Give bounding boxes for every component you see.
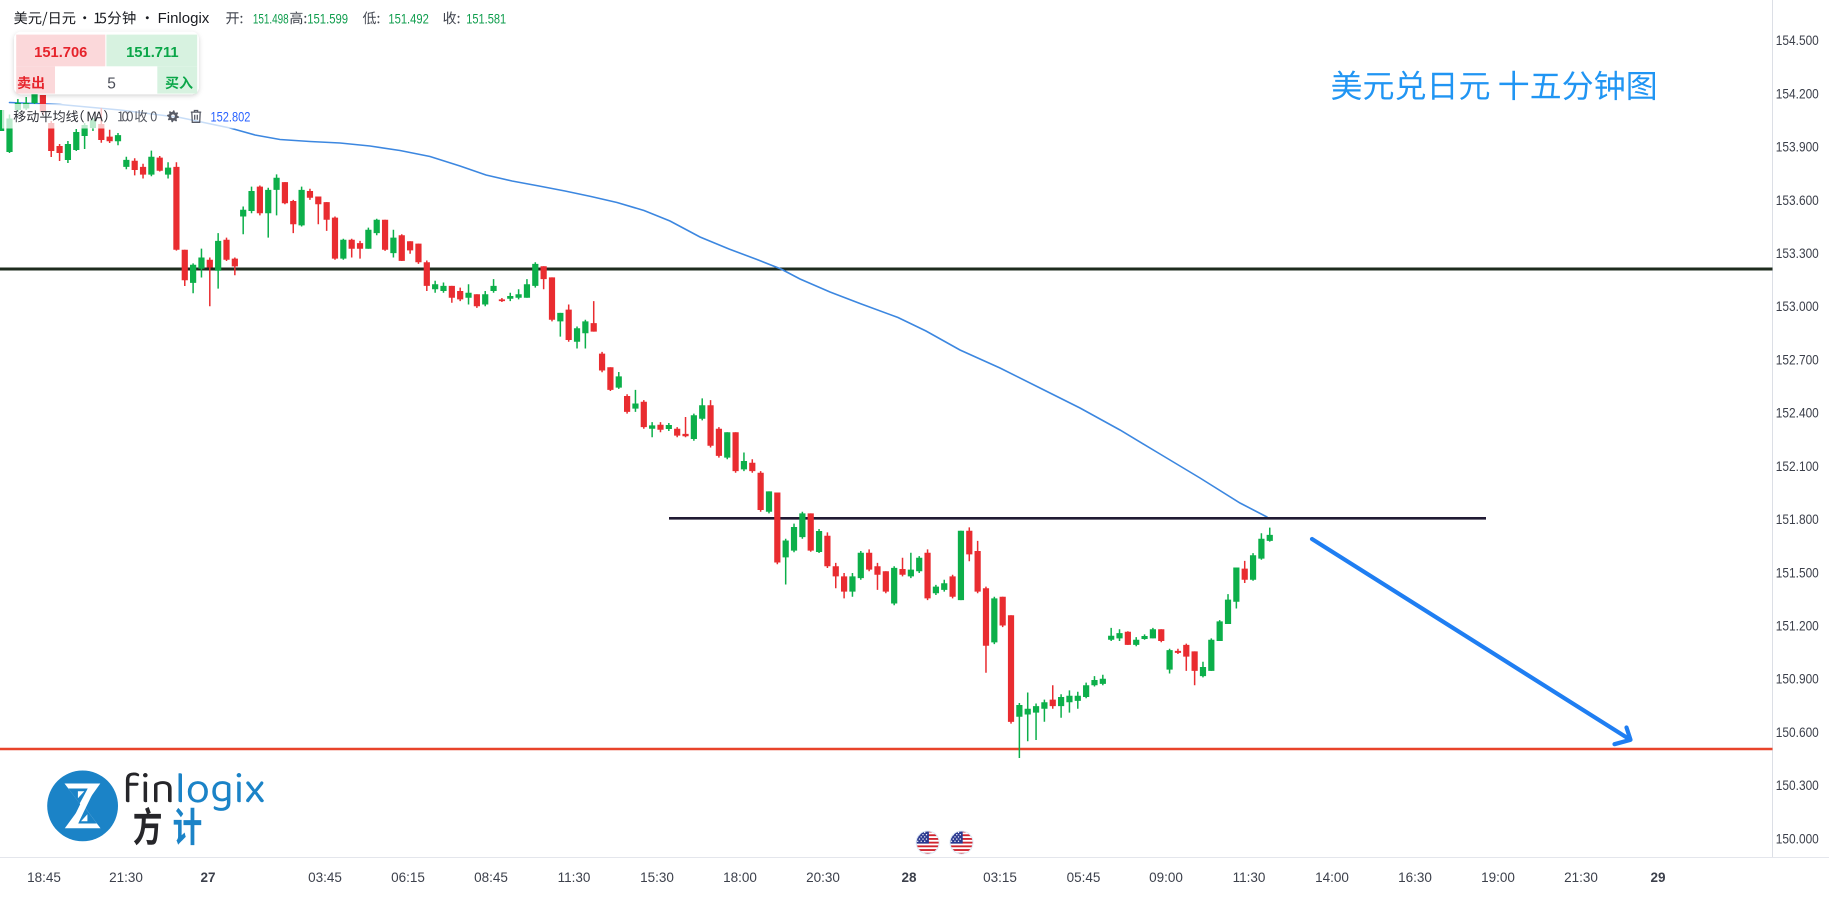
svg-text:03:15: 03:15 — [983, 870, 1017, 885]
svg-text:06:15: 06:15 — [391, 870, 425, 885]
svg-text:151.706: 151.706 — [34, 45, 87, 61]
svg-text:151.492: 151.492 — [388, 11, 428, 27]
svg-text:151.711: 151.711 — [126, 45, 179, 61]
svg-text:16:30: 16:30 — [1398, 870, 1432, 885]
svg-text:152.700: 152.700 — [1776, 351, 1819, 367]
svg-text:152.802: 152.802 — [211, 109, 251, 125]
svg-text:21:30: 21:30 — [109, 870, 143, 885]
svg-text:09:00: 09:00 — [1149, 870, 1183, 885]
svg-text:11:30: 11:30 — [1233, 870, 1266, 885]
svg-text:18:45: 18:45 — [27, 870, 61, 885]
svg-text:154.500: 154.500 — [1776, 32, 1819, 48]
svg-text:150.000: 150.000 — [1776, 830, 1819, 846]
svg-text:21:30: 21:30 — [1564, 870, 1598, 885]
svg-text:150.600: 150.600 — [1776, 724, 1819, 740]
svg-text:28: 28 — [901, 870, 917, 885]
svg-text:05:45: 05:45 — [1067, 870, 1101, 885]
svg-text:151.200: 151.200 — [1776, 618, 1819, 634]
svg-text:153.600: 153.600 — [1776, 192, 1819, 208]
svg-text:151.500: 151.500 — [1776, 564, 1819, 580]
svg-text:11:30: 11:30 — [558, 870, 591, 885]
svg-text:151.581: 151.581 — [466, 11, 506, 27]
svg-text:08:45: 08:45 — [474, 870, 508, 885]
svg-text:152.100: 152.100 — [1776, 458, 1819, 474]
svg-text:14:00: 14:00 — [1315, 870, 1349, 885]
svg-text:5: 5 — [107, 75, 116, 92]
svg-text:151.800: 151.800 — [1776, 511, 1819, 527]
svg-text:153.900: 153.900 — [1776, 139, 1819, 155]
svg-text:153.300: 153.300 — [1776, 245, 1819, 261]
svg-text:03:45: 03:45 — [308, 870, 342, 885]
svg-text:150.900: 150.900 — [1776, 671, 1819, 687]
svg-text:18:00: 18:00 — [723, 870, 757, 885]
svg-text:154.200: 154.200 — [1776, 85, 1819, 101]
svg-text:27: 27 — [200, 870, 215, 885]
svg-text:15:30: 15:30 — [640, 870, 674, 885]
svg-text:150.300: 150.300 — [1776, 777, 1819, 793]
svg-text:19:00: 19:00 — [1481, 870, 1515, 885]
svg-text:153.000: 153.000 — [1776, 298, 1819, 314]
svg-text:Finlogix: Finlogix — [158, 10, 210, 27]
svg-text:151.599: 151.599 — [307, 11, 348, 27]
svg-text:20:30: 20:30 — [806, 870, 840, 885]
svg-text:151.498: 151.498 — [253, 11, 289, 27]
svg-text:29: 29 — [1650, 870, 1665, 885]
svg-text:152.400: 152.400 — [1776, 405, 1819, 421]
